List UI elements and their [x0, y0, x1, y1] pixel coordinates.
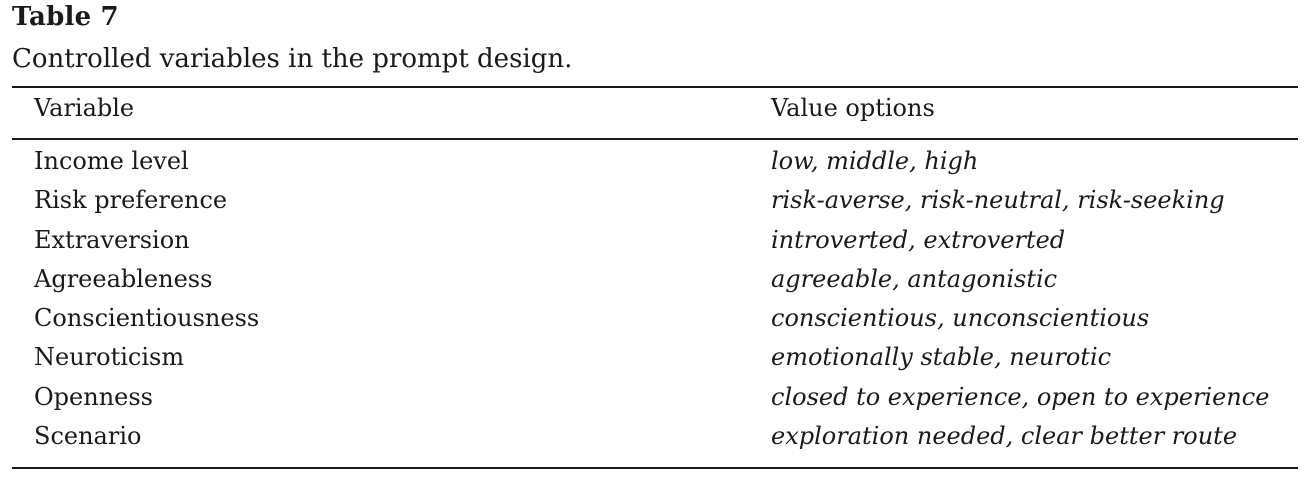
row-variable: Extraversion	[34, 225, 190, 254]
row-values: agreeable, antagonistic	[771, 264, 1058, 293]
bottom-rule	[12, 467, 1298, 469]
top-rule	[12, 86, 1298, 88]
table-caption: Controlled variables in the prompt desig…	[12, 44, 573, 74]
row-variable: Risk preference	[34, 186, 228, 215]
row-values: conscientious, unconscientious	[771, 304, 1150, 333]
row-values: low, middle, high	[771, 147, 979, 175]
table-body: Income level low, middle, high Risk pref…	[0, 147, 1313, 461]
header-value-options: Value options	[771, 94, 935, 122]
table-label: Table 7	[12, 2, 119, 32]
row-variable: Openness	[34, 382, 153, 411]
table-row: Extraversion introverted, extroverted	[0, 226, 1313, 265]
row-variable: Neuroticism	[34, 343, 185, 372]
table-row: Risk preference risk-averse, risk-neutra…	[0, 186, 1313, 225]
header-variable: Variable	[34, 94, 135, 122]
row-values: emotionally stable, neurotic	[771, 343, 1112, 372]
table-row: Conscientiousness conscientious, unconsc…	[0, 304, 1313, 343]
table-row: Income level low, middle, high	[0, 147, 1313, 186]
table-row: Openness closed to experience, open to e…	[0, 383, 1313, 422]
row-values: risk-averse, risk-neutral, risk-seeking	[771, 186, 1225, 215]
header-rule	[12, 138, 1298, 140]
row-variable: Income level	[34, 147, 189, 175]
table-row: Neuroticism emotionally stable, neurotic	[0, 343, 1313, 382]
row-values: closed to experience, open to experience	[771, 382, 1270, 411]
row-variable: Scenario	[34, 422, 142, 451]
row-values: introverted, extroverted	[771, 225, 1066, 254]
table-row: Agreeableness agreeable, antagonistic	[0, 265, 1313, 304]
table-header-row: Variable Value options	[0, 94, 1313, 130]
row-values: exploration needed, clear better route	[771, 422, 1238, 451]
row-variable: Conscientiousness	[34, 304, 260, 333]
row-variable: Agreeableness	[34, 264, 213, 293]
table-row: Scenario exploration needed, clear bette…	[0, 422, 1313, 461]
